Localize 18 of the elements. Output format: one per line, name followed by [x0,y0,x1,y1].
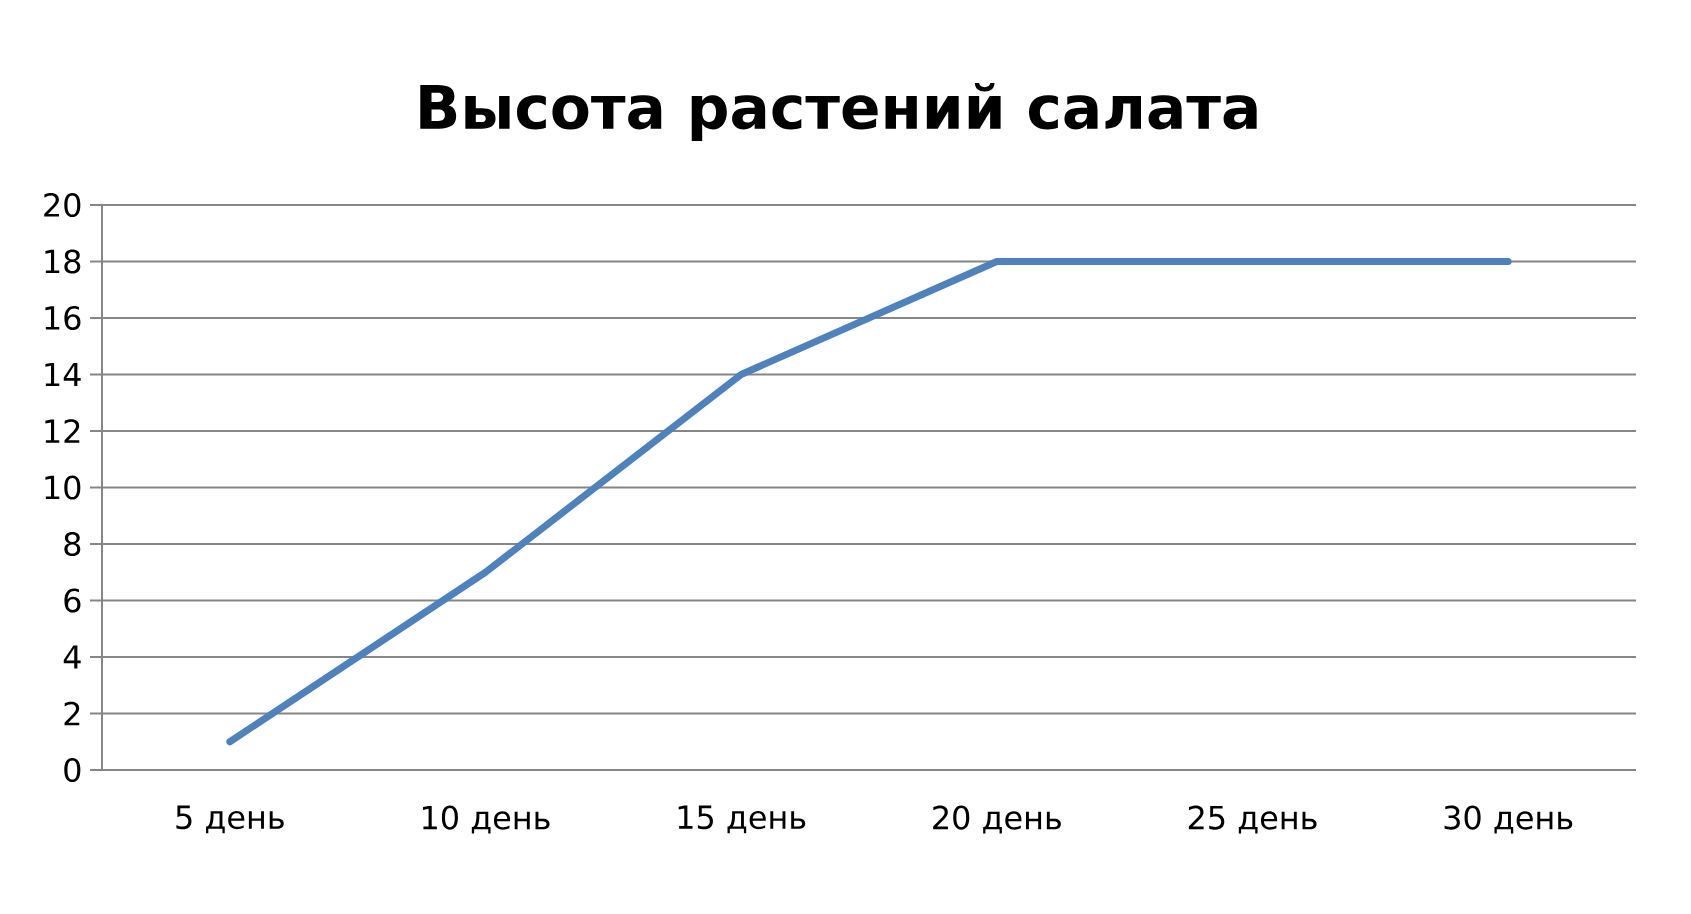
x-tick-label: 10 день [423,805,550,834]
y-tick-label: 16 [45,305,81,331]
x-tick-label: 15 день [678,805,806,834]
y-tick-label: 14 [45,362,81,387]
y-tick-label: 12 [45,419,80,443]
x-tick-label: 5 день [176,805,284,834]
y-tick-label: 18 [45,249,81,274]
x-tick-label: 30 день [1444,805,1573,834]
x-tick-label: 25 день [1188,805,1317,834]
chart-title: Высота растений салата [420,82,1257,142]
y-tick-label: 10 [45,475,81,500]
y-tick-label: 0 [64,757,81,783]
y-tick-label: 2 [64,701,80,726]
x-tick-label: 20 день [933,805,1061,834]
y-tick-label: 6 [64,588,81,613]
y-tick-label: 20 [44,192,81,218]
y-tick-label: 4 [63,645,81,669]
y-tick-label: 8 [64,531,81,557]
